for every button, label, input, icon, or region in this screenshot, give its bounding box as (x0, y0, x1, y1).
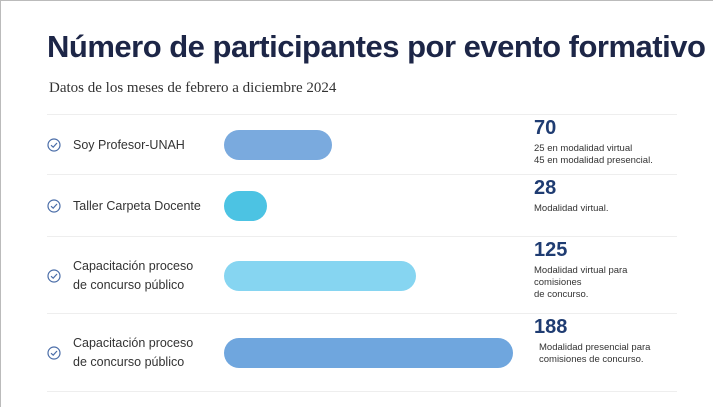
note: Modalidad virtual para comisiones de conc… (534, 265, 677, 301)
note: Modalidad virtual. (534, 203, 608, 215)
note-line: de concurso. (534, 289, 589, 300)
category-label: Soy Profesor-UNAH (73, 136, 185, 155)
value-label: 28 (534, 177, 557, 199)
row: Capacitación proceso de concurso público 1… (47, 313, 677, 392)
bar (224, 130, 332, 160)
value-label: 188 (534, 316, 568, 338)
row: Capacitación proceso de concurso público 1… (47, 236, 677, 314)
check-icon (47, 346, 61, 365)
check-icon (47, 138, 61, 157)
bar (224, 260, 417, 291)
note-line: Modalidad virtual. (534, 203, 609, 214)
category-line: de concurso público (73, 355, 185, 369)
title: Número de participantes por evento forma… (47, 29, 706, 64)
divider (47, 391, 677, 392)
value-label: 125 (534, 239, 568, 261)
category-line: Soy Profesor-UNAH (73, 137, 185, 152)
check-icon (47, 199, 61, 218)
row: Soy Profesor-UNAH 70 25 en modalidad virtu… (47, 114, 677, 175)
bar (224, 191, 268, 221)
value-label: 70 (534, 117, 557, 139)
note: 25 en modalidad virtual 45 en modalidad p… (534, 143, 653, 167)
bar (224, 338, 513, 368)
note-line: 25 en modalidad virtual (534, 143, 633, 154)
category-label: Taller Carpeta Docente (73, 197, 201, 216)
subtitle: Datos de los meses de febrero a diciembr… (49, 80, 337, 96)
check-icon (47, 268, 61, 288)
note-line: Modalidad presencial para (539, 342, 651, 353)
category-line: Capacitación proceso (73, 336, 194, 350)
category-label: Capacitación proceso de concurso público (73, 334, 193, 372)
note: Modalidad presencial para comisiones de c… (539, 342, 650, 366)
category-line: Capacitación proceso (73, 258, 194, 273)
category-label: Capacitación proceso de concurso público (73, 257, 193, 295)
note-line: comisiones de concurso. (539, 354, 644, 365)
category-line: de concurso público (73, 277, 185, 292)
category-line: Taller Carpeta Docente (73, 198, 201, 213)
note-line: 45 en modalidad presencial. (534, 155, 653, 166)
row: Taller Carpeta Docente 28 Modalidad virtua… (47, 174, 677, 237)
note-line: Modalidad virtual para comisiones (534, 265, 628, 288)
